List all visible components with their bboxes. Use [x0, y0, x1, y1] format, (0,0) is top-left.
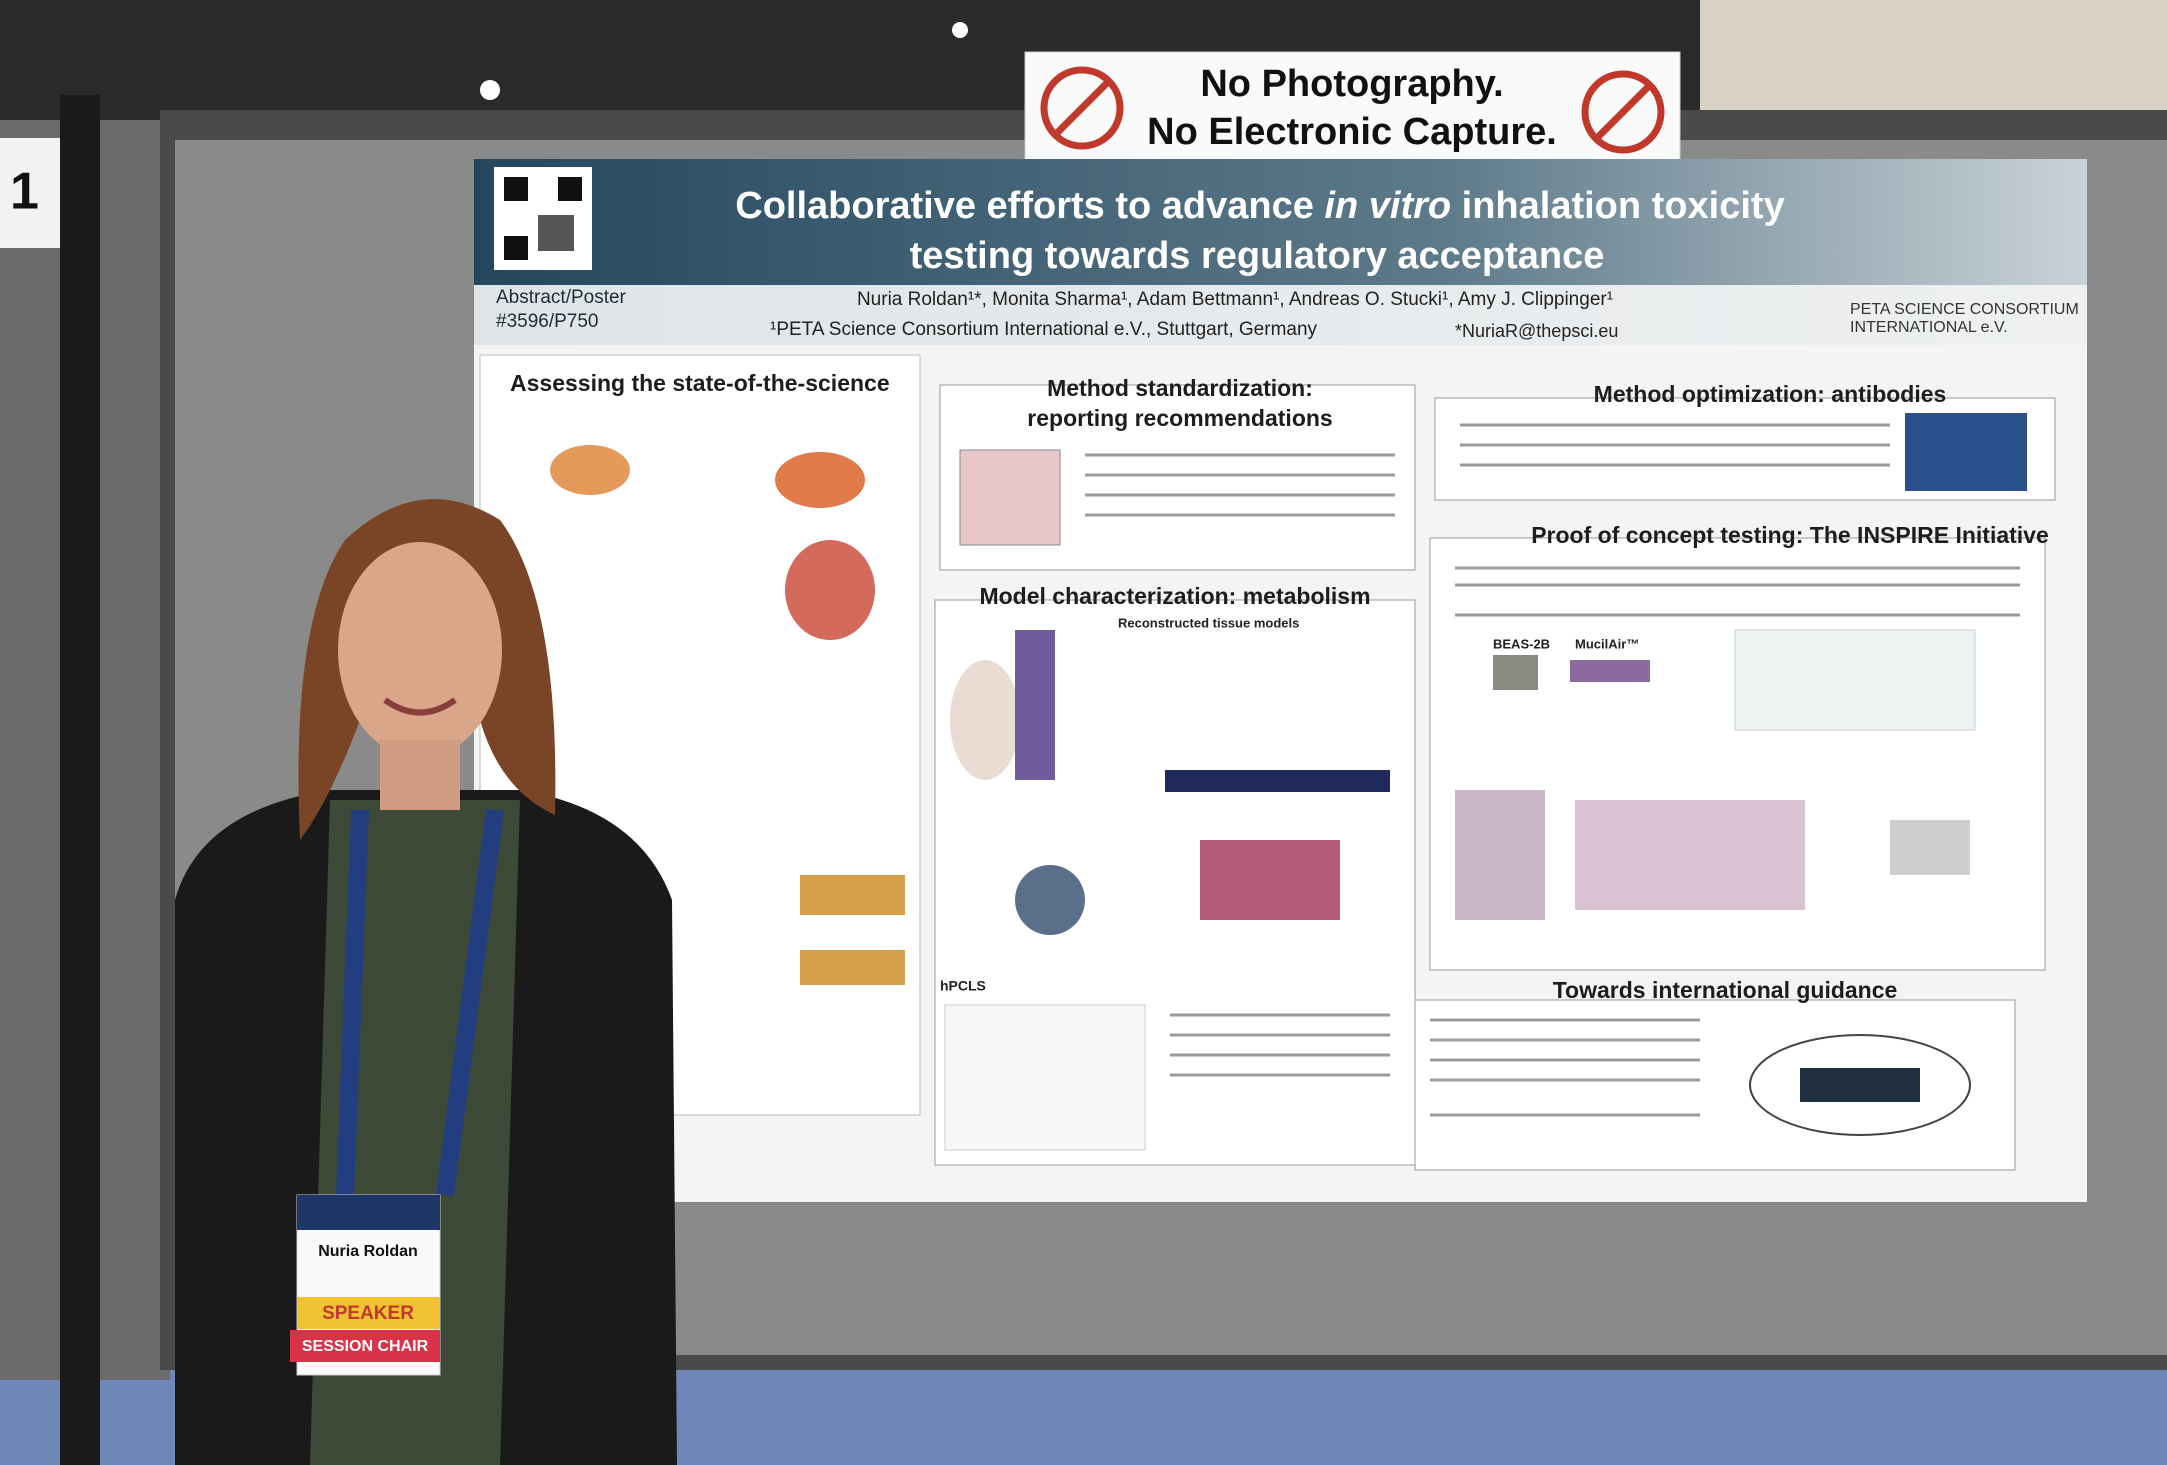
logo: PETA SCIENCE CONSORTIUM: [1850, 301, 2079, 318]
teer-diagram: [959, 449, 1061, 546]
badge-ribbon: SPEAKER: [322, 1303, 414, 1324]
booth-number: 1: [10, 163, 39, 221]
qr-code: [558, 177, 582, 201]
cell-image: [1493, 655, 1538, 690]
title-part: Collaborative efforts to advance: [735, 185, 1324, 227]
ribbon: [297, 1297, 440, 1329]
booth-label: [0, 138, 62, 248]
title-part: inhalation toxicity: [1451, 185, 1785, 227]
framework-diagram: [1800, 1068, 1920, 1102]
logo: INTERNATIONAL e.V.: [1850, 319, 2008, 336]
antibody-image: [1905, 413, 2027, 491]
tissue-images: [1015, 630, 1055, 780]
schematic: [800, 950, 905, 985]
person-smile: [383, 697, 457, 716]
effects-table: [1734, 629, 1976, 731]
badge-ribbon: SESSION CHAIR: [302, 1338, 429, 1355]
histology-images: [1455, 790, 1545, 920]
section-heading: Towards international guidance: [1553, 977, 1898, 1003]
section-heading: reporting recommendations: [1027, 405, 1332, 431]
ribbon: [290, 1330, 440, 1362]
abstract-label: Abstract/Poster: [496, 287, 627, 308]
person-face: [338, 542, 502, 758]
heatmap: [1200, 840, 1340, 920]
poster-title: testing towards regulatory acceptance: [910, 235, 1605, 277]
name-badge: [297, 1195, 440, 1230]
affiliation: ¹PETA Science Consortium International e…: [770, 319, 1318, 340]
cell-label: BEAS-2B: [1493, 636, 1550, 651]
cell-image: [1570, 660, 1650, 682]
sign-text: No Photography.: [1200, 63, 1503, 105]
ceiling-light: [952, 22, 968, 38]
title-part: in vitro: [1324, 185, 1451, 227]
no-camera-icon: [1040, 66, 1124, 150]
cell-label: MucilAir™: [1575, 636, 1639, 651]
anatomy-illustration: [550, 445, 630, 495]
ceiling-light: [480, 80, 500, 100]
schematic: [800, 875, 905, 915]
anatomy-illustration: [775, 452, 865, 508]
abstract-number: #3596/P750: [496, 311, 599, 332]
subheading: Reconstructed tissue models: [1118, 615, 1299, 630]
donut-chart: [1015, 865, 1085, 935]
poster-title: Collaborative efforts to advance in vitr…: [735, 185, 1784, 227]
histology-images: [1575, 800, 1805, 910]
framework-diagram: [1749, 1034, 1971, 1136]
badge-name: Nuria Roldan: [318, 1243, 418, 1260]
exposure-schedule: [1890, 820, 1970, 875]
panel-frame: [60, 95, 100, 1465]
sign-text: No Electronic Capture.: [1147, 111, 1557, 153]
person-neck: [380, 740, 460, 810]
authors: Nuria Roldan¹*, Monita Sharma¹, Adam Bet…: [857, 289, 1613, 310]
body-illustration: [950, 660, 1020, 780]
section-heading: Assessing the state-of-the-science: [510, 370, 890, 396]
qr-code: [538, 215, 574, 251]
section-box: [1414, 999, 2016, 1171]
qr-code: [504, 177, 528, 201]
no-camera-icon: [1053, 79, 1111, 137]
umap-plot: [944, 1004, 1146, 1151]
poster-header: [474, 159, 2087, 285]
qr-code: [504, 236, 528, 260]
email: *NuriaR@thepsci.eu: [1455, 321, 1618, 341]
section-heading: Method standardization:: [1047, 375, 1313, 401]
poster-subheader: [474, 285, 2087, 345]
section-heading: Method optimization: antibodies: [1594, 381, 1947, 407]
no-phone-icon: [1594, 83, 1652, 141]
section-heading: Proof of concept testing: The INSPIRE In…: [1531, 522, 2049, 548]
lanyard: [336, 808, 504, 1197]
sign: [1024, 51, 1681, 170]
no-phone-icon: [1581, 70, 1665, 154]
subheading: hPCLS: [940, 978, 986, 994]
banner: [1165, 770, 1390, 792]
anatomy-illustration: [785, 540, 875, 640]
section-heading: Model characterization: metabolism: [979, 583, 1370, 609]
